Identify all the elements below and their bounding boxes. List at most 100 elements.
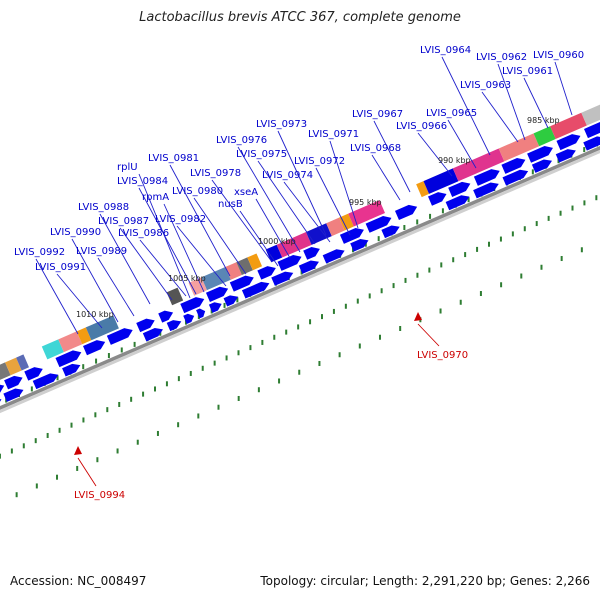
feature-block	[85, 315, 119, 341]
feature-block	[41, 339, 64, 360]
tick-mark	[540, 264, 543, 270]
tick-mark	[318, 360, 321, 366]
cds-arrow	[531, 159, 553, 173]
accession-text: Accession: NC_008497	[10, 574, 147, 588]
gene-label: LVIS_0973	[256, 119, 307, 130]
tick-mark	[559, 210, 562, 216]
cds-arrow	[555, 149, 576, 163]
tick-mark	[34, 438, 37, 444]
tick-mark	[10, 448, 13, 454]
tick-mark	[580, 247, 583, 253]
leader-line	[169, 164, 231, 277]
leader-line	[255, 198, 291, 259]
leader-line	[193, 197, 247, 275]
cds-arrow	[473, 169, 500, 186]
cds-arrow	[205, 286, 229, 302]
gene-label: LVIS_0976	[216, 135, 267, 146]
gene-label-reverse: LVIS_0994	[74, 490, 125, 501]
tick-mark	[300, 269, 303, 275]
gene-label: LVIS_0967	[352, 109, 403, 120]
cds-arrow	[158, 310, 174, 323]
tick-mark	[15, 492, 18, 498]
cds-arrow	[501, 157, 526, 174]
tick-mark	[487, 241, 490, 247]
gene-label: LVIS_0974	[262, 170, 313, 181]
tick-mark	[278, 378, 281, 384]
gene-label: LVIS_0966	[396, 121, 447, 132]
cds-arrow	[241, 281, 270, 299]
leader-line	[481, 91, 519, 143]
tick-mark	[520, 273, 523, 279]
cds-arrow	[271, 271, 294, 286]
genome-summary-text: Topology: circular; Length: 2,291,220 bp…	[260, 574, 590, 588]
leader-line	[447, 119, 477, 169]
gene-label: LVIS_0984	[117, 176, 168, 187]
tick-mark	[459, 299, 462, 305]
tick-mark	[35, 483, 38, 489]
tick-mark	[257, 387, 260, 393]
reverse-marker	[74, 446, 82, 455]
cds-arrow	[196, 308, 206, 319]
gene-label: LVIS_0991	[35, 262, 86, 273]
cds-arrow	[0, 384, 5, 393]
tick-mark	[344, 303, 347, 309]
tick-mark	[560, 256, 563, 262]
tick-mark	[133, 341, 136, 347]
tick-mark	[165, 381, 168, 387]
leader-line	[497, 63, 526, 141]
tick-mark	[500, 282, 503, 288]
label-leader-lines	[35, 56, 573, 487]
tick-mark	[58, 427, 61, 433]
cds-arrow	[229, 275, 254, 292]
tick-mark	[46, 432, 49, 438]
leader-line	[373, 120, 411, 193]
tick-mark	[177, 422, 180, 428]
reverse-marker	[414, 312, 422, 321]
cds-arrow	[583, 136, 600, 151]
scale-label: 1000 kbp	[258, 237, 296, 246]
tick-mark	[338, 352, 341, 358]
cds-arrow	[277, 255, 302, 271]
feature-block	[58, 331, 83, 353]
tick-mark	[321, 314, 324, 320]
tick-mark	[351, 247, 354, 253]
tick-mark	[358, 343, 361, 349]
feature-block	[550, 112, 587, 140]
feature-block	[201, 266, 231, 291]
gene-label: LVIS_0962	[476, 52, 527, 63]
scale-label: 1010 kbp	[76, 310, 114, 319]
leader-line	[139, 239, 187, 297]
gene-label: LVIS_0986	[118, 228, 169, 239]
tick-mark	[429, 213, 432, 219]
scale-label: 985 kbp	[527, 116, 560, 125]
tick-mark	[297, 324, 300, 330]
leader-line	[257, 160, 316, 245]
cds-arrow	[166, 320, 182, 332]
gene-label: LVIS_0968	[350, 143, 401, 154]
tick-mark	[116, 448, 119, 454]
feature-block	[265, 244, 283, 263]
feature-block	[16, 354, 29, 371]
leader-line	[71, 238, 119, 323]
tick-mark	[156, 430, 159, 436]
feature-block	[236, 257, 253, 276]
cds-arrow	[3, 388, 24, 402]
tick-mark	[416, 272, 419, 278]
tick-mark	[523, 226, 526, 232]
gene-label: LVIS_0963	[460, 80, 511, 91]
cds-arrow	[381, 225, 400, 239]
gene-label: LVIS_0964	[420, 45, 471, 56]
cds-arrow	[394, 204, 418, 221]
cds-arrow	[339, 227, 364, 244]
tick-mark	[392, 283, 395, 289]
tick-mark	[464, 252, 467, 258]
tick-mark	[136, 439, 139, 445]
tick-mark	[571, 205, 574, 211]
leader-line	[523, 77, 549, 129]
tick-mark	[237, 395, 240, 401]
leader-line	[554, 61, 573, 116]
gene-label: LVIS_0988	[78, 202, 129, 213]
cds-arrow	[556, 134, 581, 151]
tick-mark	[22, 443, 25, 449]
